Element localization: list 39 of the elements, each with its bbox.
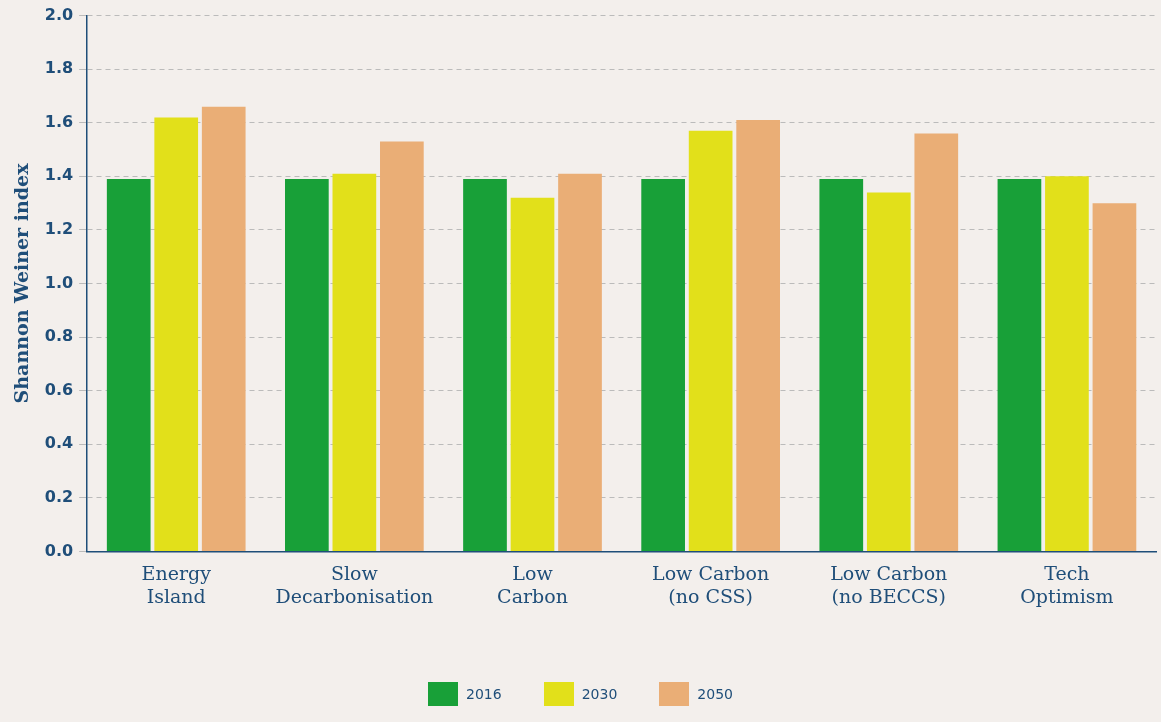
legend-label: 2030 — [581, 686, 618, 702]
y-axis-title: Shannon Weiner index — [10, 162, 33, 404]
x-tick-label: Tech Optimism — [1020, 561, 1114, 607]
bar — [1092, 203, 1137, 551]
y-tick-label: 0.6 — [44, 379, 74, 399]
y-tick-label: 2.0 — [44, 4, 74, 24]
x-tick-label: Slow Decarbonisation — [275, 561, 434, 607]
bar — [285, 179, 329, 551]
bar — [380, 141, 424, 551]
y-tick-label: 1.4 — [44, 165, 74, 185]
y-tick-label: 1.0 — [44, 272, 74, 292]
y-tick-label: 1.8 — [44, 58, 74, 78]
y-tick-label: 1.6 — [44, 111, 74, 131]
bar — [558, 173, 602, 551]
bar — [866, 192, 911, 551]
y-tick-label: 0.2 — [44, 486, 74, 506]
bar — [997, 179, 1042, 551]
y-tick-label: 0.4 — [44, 433, 74, 453]
bar — [510, 197, 555, 551]
x-tick-label: Low Carbon — [497, 561, 568, 607]
bar — [332, 173, 377, 551]
bar — [819, 179, 864, 551]
legend-label: 2050 — [697, 686, 733, 702]
bar — [641, 179, 685, 551]
x-tick-label: Energy Island — [141, 561, 212, 607]
y-tick-label: 0.0 — [44, 540, 74, 560]
bar — [154, 117, 199, 551]
bar — [463, 179, 507, 551]
y-tick-label: 0.8 — [44, 326, 74, 346]
legend-label: 2016 — [466, 686, 502, 702]
bar — [201, 106, 246, 551]
bar — [736, 120, 780, 551]
y-tick-label: 1.2 — [44, 219, 74, 239]
bar — [1045, 176, 1089, 551]
x-tick-label: Low Carbon (no CSS) — [652, 561, 770, 607]
bar — [106, 179, 151, 551]
x-tick-label: Low Carbon (no BECCS) — [830, 561, 948, 607]
bar — [914, 133, 959, 551]
bar — [688, 130, 733, 551]
